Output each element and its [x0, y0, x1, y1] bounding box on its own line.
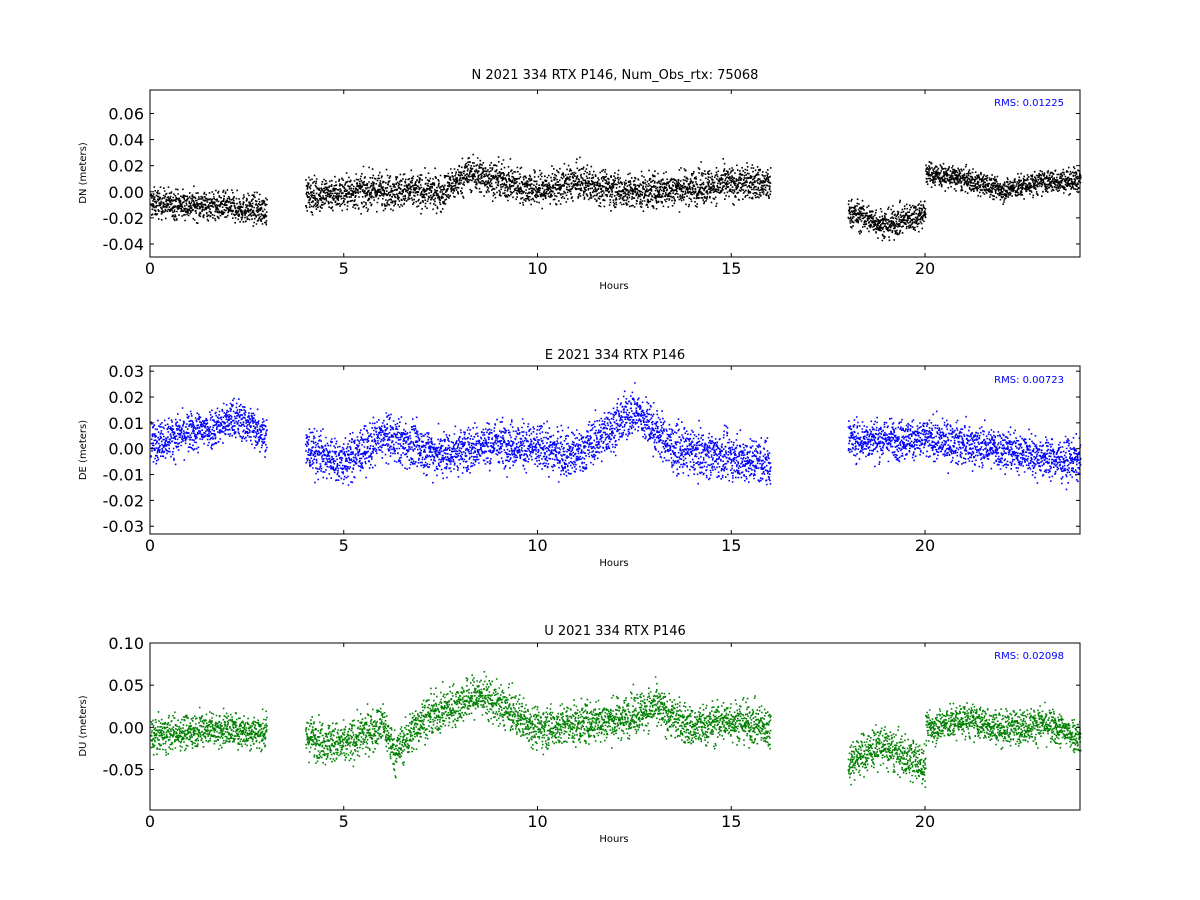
x-tick-label: 15 [721, 812, 741, 831]
y-tick-label: 0.05 [108, 676, 144, 695]
x-tick-label: 0 [145, 812, 155, 831]
x-tick-label: 15 [721, 259, 741, 278]
data-points [150, 671, 1082, 788]
plot-frame [149, 89, 1081, 258]
x-tick-label: 0 [145, 259, 155, 278]
y-axis-label: DN (meters) [78, 142, 89, 204]
x-tick-label: 10 [527, 259, 547, 278]
x-axis: 0 5 10 15 20 [145, 643, 935, 831]
data-points [150, 153, 1082, 242]
y-tick-label: -0.03 [103, 517, 144, 536]
y-tick-label: 0.10 [108, 634, 144, 653]
y-axis: -0.04 -0.02 0.00 0.02 0.04 0.06 [103, 104, 1080, 254]
x-tick-label: 10 [527, 536, 547, 555]
y-tick-label: -0.04 [103, 235, 144, 254]
plot-frame [149, 642, 1081, 811]
points-group [150, 671, 1082, 788]
panel-up: U 2021 334 RTX P146 0 5 10 15 20 -0.05 0.00 0.… [78, 624, 1082, 845]
plot-title: N 2021 334 RTX P146, Num_Obs_rtx: 75068 [472, 68, 759, 83]
y-tick-label: -0.01 [103, 466, 144, 485]
panel-north: N 2021 334 RTX P146, Num_Obs_rtx: 75068 … [78, 68, 1082, 292]
points-group [150, 382, 1082, 491]
x-tick-label: 20 [915, 259, 935, 278]
plot-frame [149, 365, 1081, 535]
x-tick-label: 15 [721, 536, 741, 555]
x-tick-label: 5 [339, 812, 349, 831]
panel-east: E 2021 334 RTX P146 0 5 10 15 20 -0.03-0.02-… [78, 348, 1082, 569]
y-tick-label: 0.00 [108, 718, 144, 737]
y-tick-label: 0.02 [108, 388, 144, 407]
x-axis-label: Hours [599, 834, 628, 845]
y-tick-label: 0.03 [108, 362, 144, 381]
x-tick-label: 10 [527, 812, 547, 831]
y-tick-label: 0.01 [108, 414, 144, 433]
x-tick-label: 5 [339, 259, 349, 278]
y-tick-label: 0.00 [108, 183, 144, 202]
x-tick-label: 20 [915, 536, 935, 555]
y-tick-label: 0.00 [108, 440, 144, 459]
y-tick-label: 0.02 [108, 157, 144, 176]
x-tick-label: 20 [915, 812, 935, 831]
rms-label: RMS: 0.01225 [994, 98, 1064, 109]
plot-title: U 2021 334 RTX P146 [544, 624, 686, 639]
y-axis-label: DU (meters) [78, 695, 89, 756]
rms-label: RMS: 0.00723 [994, 375, 1064, 386]
y-axis-label: DE (meters) [78, 420, 89, 480]
y-tick-label: 0.06 [108, 104, 144, 123]
x-tick-label: 5 [339, 536, 349, 555]
y-tick-label: 0.04 [108, 131, 144, 150]
y-axis: -0.03 -0.02 -0.01 0.00 0.01 0.02 0.03 [103, 362, 1080, 536]
data-points [150, 382, 1082, 491]
x-axis-label: Hours [599, 558, 628, 569]
rms-label: RMS: 0.02098 [994, 651, 1064, 662]
y-tick-label: -0.05 [103, 761, 144, 780]
plot-title: E 2021 334 RTX P146 [545, 348, 685, 363]
x-axis: 0 5 10 15 20 [145, 366, 935, 555]
y-axis: -0.05 0.00 0.05 0.10 [103, 634, 1080, 780]
x-axis-label: Hours [599, 281, 628, 292]
x-axis: 0 5 10 15 20 [145, 90, 935, 278]
x-tick-label: 0 [145, 536, 155, 555]
y-tick-label: -0.02 [103, 491, 144, 510]
y-tick-label: -0.02 [103, 209, 144, 228]
points-group [150, 153, 1082, 242]
